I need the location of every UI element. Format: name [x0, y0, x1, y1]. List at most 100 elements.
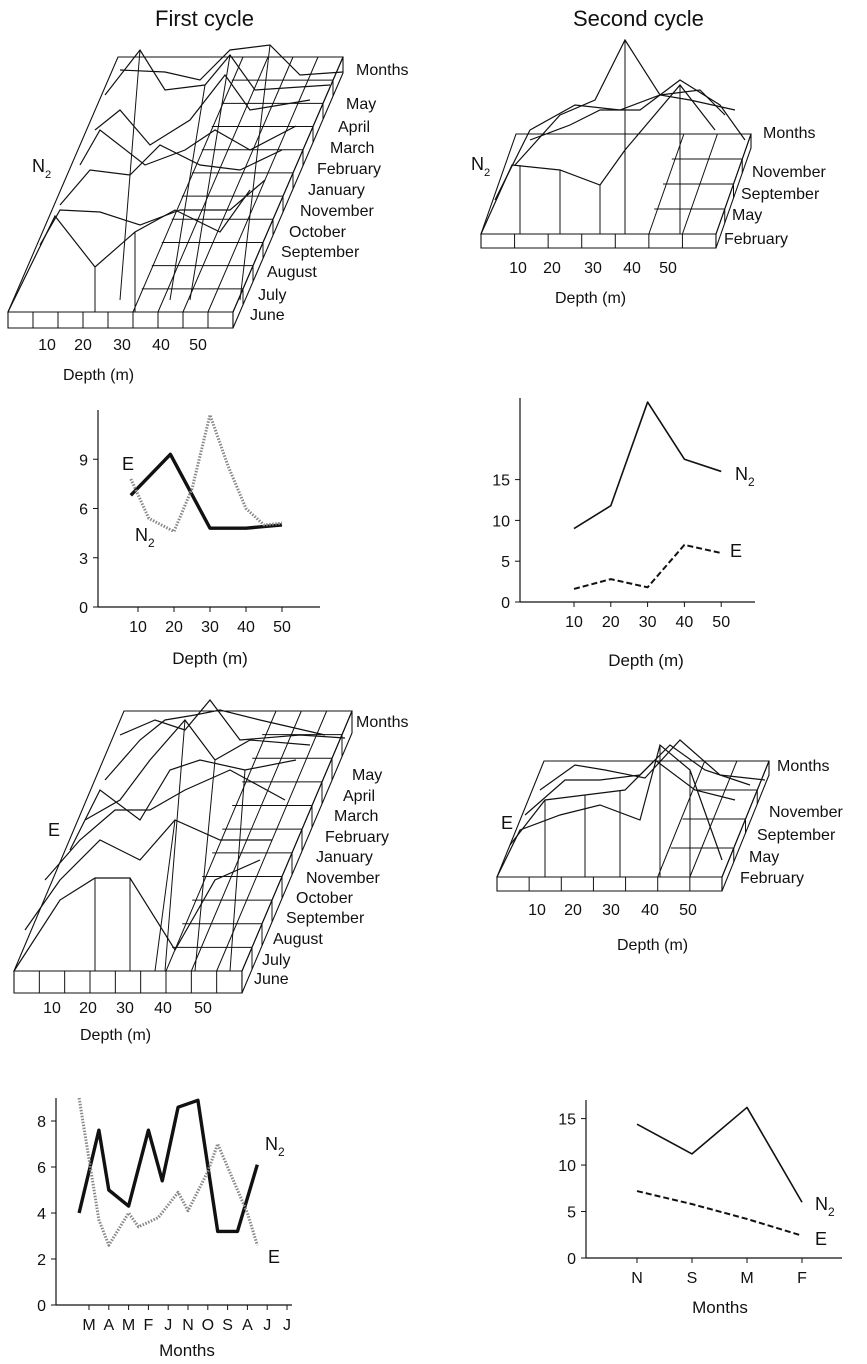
c3-xtick-label: 50 [273, 619, 291, 636]
c1-month-label: September [281, 244, 360, 261]
c1-months-axis-label: Months [356, 62, 408, 79]
c3-series-n2-line [129, 452, 283, 530]
c5-drop-line [229, 769, 246, 972]
c2-months-axis-label: Months [763, 125, 815, 142]
c3-ytick-label: 0 [79, 600, 88, 617]
c6-floor-depth [689, 760, 738, 878]
c4-ytick-label: 5 [501, 554, 510, 571]
c8-legend-e: E [815, 1229, 827, 1249]
c7-xtick-label: N [182, 1317, 194, 1334]
c5-drop-line [154, 819, 176, 972]
c7-xtick-label: A [103, 1317, 114, 1334]
c8-series-e-line [636, 1190, 803, 1237]
c2-month-label: February [724, 231, 788, 248]
c3-series-label-e: E [122, 454, 134, 474]
c4-xtick-label: 40 [676, 614, 694, 631]
c5-month-label: April [343, 788, 375, 805]
c4-series-label-e: E [730, 541, 742, 561]
c1-floor-depth [207, 56, 319, 313]
c1-slab-front [7, 311, 234, 329]
c8-series-label-n2: N [815, 1194, 828, 1214]
c7-xtick-label: J [283, 1317, 291, 1334]
c5-month-label: May [352, 767, 382, 784]
c1-profile-line [59, 144, 283, 206]
c4-linechart: 0 5 10 15 10 20 30 40 50 Depth (m) N 2 E [492, 398, 755, 670]
c5-month-label: August [273, 931, 323, 948]
c8-series-n2-line [636, 1106, 803, 1203]
c5-month-label: March [334, 808, 378, 825]
c1-floor-depth [182, 56, 294, 313]
c7-xtick-label: M [82, 1317, 95, 1334]
c1-depth-tick: 50 [189, 337, 207, 354]
c1-depth-tick: 10 [38, 337, 56, 354]
c1-month-label: October [289, 224, 347, 241]
c6-month-label: November [769, 804, 843, 821]
c7-ytick-label: 6 [37, 1160, 46, 1177]
c7-ytick-label: 0 [37, 1298, 46, 1315]
c3-ytick-label: 9 [79, 452, 88, 469]
c7-series-label-e: E [268, 1247, 280, 1267]
c3-ytick-label: 6 [79, 502, 88, 519]
c5-surface: May April March February January November Octo… [13, 699, 408, 1044]
first-cycle-title: First cycle [155, 6, 254, 31]
c7-legend-e: E [268, 1247, 280, 1267]
c7-ytick-label: 8 [37, 1114, 46, 1131]
c5-month-label: February [325, 829, 389, 846]
c6-variable-label: E [501, 813, 513, 833]
c2-depth-tick: 40 [623, 260, 641, 277]
c4-legend-e: E [730, 541, 742, 561]
c5-depth-tick: 50 [194, 1000, 212, 1017]
c7-xtick-label: M [122, 1317, 135, 1334]
c7-xtick-label: S [222, 1317, 233, 1334]
c1-month-label: July [258, 287, 286, 304]
c2-variable-label-subscript: 2 [484, 167, 490, 179]
c2-profile-line [529, 79, 746, 141]
c4-series-e-line [573, 543, 722, 590]
c7-ytick-label: 2 [37, 1252, 46, 1269]
c1-floor-depth [232, 56, 344, 313]
c2-depth-axis-label: Depth (m) [555, 290, 626, 307]
c1-month-label: January [308, 182, 365, 199]
c5-month-label: November [306, 870, 380, 887]
c2-surface: November September May February Months 10 20 30… [471, 38, 826, 307]
c5-month-label: July [262, 952, 290, 969]
c5-depth-tick: 10 [43, 1000, 61, 1017]
c8-xtick-label: S [687, 1270, 698, 1287]
c2-slab-front [480, 233, 717, 249]
c1-depth-tick: 20 [74, 337, 92, 354]
c4-series-n2-line [573, 401, 722, 530]
c4-ytick-label: 15 [492, 473, 510, 490]
c3-legend-e: E [122, 454, 134, 474]
c5-month-label: October [296, 890, 354, 907]
c5-months-axis-label: Months [356, 714, 408, 731]
c5-depth-tick: 20 [79, 1000, 97, 1017]
c1-variable-label-subscript: 2 [45, 169, 51, 181]
c5-drop-line [164, 719, 186, 972]
c6-depth-tick: 20 [564, 902, 582, 919]
c6-surface: November September May February Months 10 20 30… [496, 739, 843, 954]
c8-series-label-e: E [815, 1229, 827, 1249]
c6-month-label: February [740, 870, 804, 887]
c7-xtick-label: O [202, 1317, 214, 1334]
c2-month-label: September [741, 186, 820, 203]
c4-ytick-label: 0 [501, 595, 510, 612]
c1-variable-label-text: N [32, 156, 45, 176]
c7-x-axis-label: Months [159, 1341, 215, 1360]
c5-depth-tick: 30 [116, 1000, 134, 1017]
c7-series-n2-line [77, 1098, 259, 1234]
c8-xtick-label: M [740, 1270, 753, 1287]
c8-ytick-label: 5 [567, 1205, 576, 1222]
c3-xtick-label: 30 [201, 619, 219, 636]
c1-drop-line [189, 54, 231, 301]
c2-floor-depth [681, 133, 718, 235]
c1-depth-tick: 30 [113, 337, 131, 354]
c1-profile-line [39, 179, 266, 246]
c5-profile-line [24, 819, 272, 931]
c2-month-label: November [752, 164, 826, 181]
c7-xtick-label: J [164, 1317, 172, 1334]
c6-profile-line [539, 739, 766, 791]
c7-xtick-label: F [144, 1317, 154, 1334]
